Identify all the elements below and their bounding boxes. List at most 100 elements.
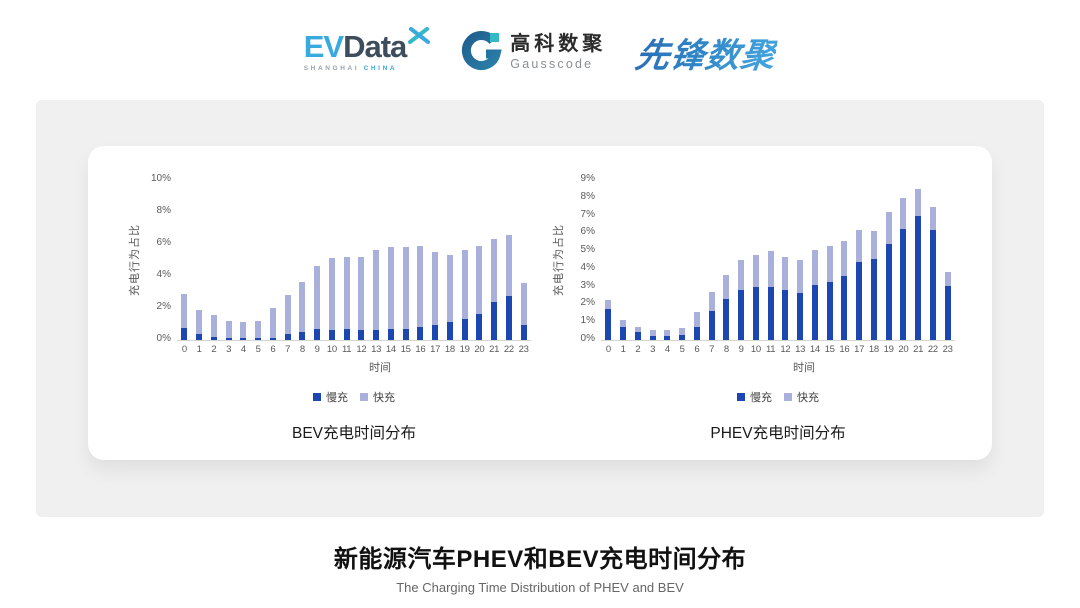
bar-column <box>354 180 369 340</box>
legend-label: 慢充 <box>750 392 772 404</box>
legend-item: 快充 <box>360 389 395 405</box>
bar-column <box>719 180 734 340</box>
slow-charge-segment <box>387 328 394 340</box>
x-tick-label: 0 <box>181 344 187 355</box>
fast-charge-segment <box>826 245 833 283</box>
stacked-bar <box>358 256 365 340</box>
chart-bev: 充电行为占比 0% 2% 4% 6% 8% 10% 0 1 2 3 4 5 6 7 8 9 10 11 12 13 14 1… <box>125 174 531 460</box>
x-tick-label: 13 <box>795 344 806 355</box>
stacked-bar <box>708 292 715 340</box>
bar-column <box>192 180 207 340</box>
bar-column <box>177 180 192 340</box>
bar-column <box>645 180 660 340</box>
bar-column <box>384 180 399 340</box>
bar-column <box>690 180 705 340</box>
fast-charge-segment <box>693 311 700 327</box>
y-axis-title: 充电行为占比 <box>549 180 567 340</box>
stacked-bar <box>210 315 217 340</box>
x-tick-label: 20 <box>898 344 909 355</box>
fast-charge-segment <box>929 206 936 230</box>
slow-charge-segment <box>461 319 468 340</box>
stacked-bar <box>299 282 306 340</box>
slow-charge-segment <box>900 228 907 340</box>
bar-column <box>911 180 926 340</box>
fast-charge-segment <box>284 295 291 335</box>
stacked-bar <box>664 330 671 340</box>
x-tick-labels: 0 1 2 3 4 5 6 7 8 9 10 11 12 13 14 15 16 17 18 19 20 21 22 23 <box>177 344 531 355</box>
bar-column <box>310 180 325 340</box>
stacked-bar <box>634 326 641 340</box>
x-tick-label: 10 <box>750 344 761 355</box>
plot-area: 0 1 2 3 4 5 6 7 8 9 10 11 12 13 14 15 16 17 18 19 20 21 22 23 时间 <box>177 180 531 375</box>
bar-column <box>266 180 281 340</box>
x-tick-label: 9 <box>738 344 744 355</box>
x-axis-title: 时间 <box>793 362 815 374</box>
slow-charge-segment <box>328 329 335 340</box>
y-tick-label: 8% <box>156 205 171 216</box>
legend-label: 快充 <box>797 392 819 404</box>
stacked-bar <box>797 260 804 340</box>
bar-column <box>369 180 384 340</box>
x-tick-label: 9 <box>314 344 320 355</box>
fast-charge-segment <box>738 260 745 291</box>
x-tick-label: 20 <box>474 344 485 355</box>
bar-column <box>867 180 882 340</box>
bar-column <box>616 180 631 340</box>
legend-item: 慢充 <box>313 389 348 405</box>
bar-column <box>251 180 266 340</box>
chart-card: 充电行为占比 0% 2% 4% 6% 8% 10% 0 1 2 3 4 5 6 7 8 9 10 11 12 13 14 1… <box>88 146 992 460</box>
evdata-logo-data: Data <box>343 29 407 65</box>
slow-charge-segment <box>929 229 936 340</box>
fast-charge-segment <box>649 330 656 336</box>
x-tick-label: 12 <box>356 344 367 355</box>
footer-title-block: 新能源汽车PHEV和BEV充电时间分布 The Charging Time Di… <box>0 539 1080 595</box>
page-title: 新能源汽车PHEV和BEV充电时间分布 <box>333 546 747 573</box>
x-tick-label: 6 <box>694 344 700 355</box>
stacked-bar <box>915 188 922 340</box>
legend-label: 快充 <box>373 392 395 404</box>
x-tick-label: 18 <box>444 344 455 355</box>
chart-title: PHEV充电时间分布 <box>710 425 846 442</box>
x-tick-label: 10 <box>326 344 337 355</box>
stacked-bar <box>782 257 789 340</box>
slow-charge-segment <box>944 285 951 340</box>
bar-column <box>778 180 793 340</box>
fast-charge-segment <box>328 257 335 330</box>
stacked-bar <box>373 249 380 340</box>
fast-charge-segment <box>900 197 907 229</box>
slow-charge-segment <box>255 338 262 340</box>
legend-item: 快充 <box>784 389 819 405</box>
gausscode-logo: 高科数聚 Gausscode <box>460 31 606 73</box>
stacked-bar <box>944 272 951 340</box>
stacked-bar <box>723 275 730 340</box>
slow-charge-segment <box>885 244 892 340</box>
x-tick-label: 23 <box>518 344 529 355</box>
stacked-bar <box>314 266 321 340</box>
fast-charge-segment <box>476 245 483 315</box>
bar-column <box>734 180 749 340</box>
bar-column <box>793 180 808 340</box>
slow-charge-segment <box>679 334 686 340</box>
fast-charge-segment <box>225 320 232 339</box>
fast-charge-segment <box>432 252 439 325</box>
stacked-bar <box>432 252 439 340</box>
slow-charge-segment <box>343 328 350 340</box>
chart-main: 充电行为占比 0% 1% 2% 3% 4% 5% 6% 7% 8% 9% 0 1 2 3 4 5 6 7 8 9 10 11… <box>549 174 955 375</box>
legend-swatch <box>313 393 321 401</box>
stacked-bar <box>240 322 247 340</box>
legend-swatch <box>784 393 792 401</box>
slow-charge-segment <box>284 334 291 340</box>
x-tick-label: 22 <box>927 344 938 355</box>
fast-charge-segment <box>856 229 863 262</box>
fast-charge-segment <box>634 326 641 332</box>
stacked-bar <box>491 239 498 340</box>
bar-column <box>660 180 675 340</box>
y-tick-label: 5% <box>580 244 595 256</box>
gausscode-en-text: Gausscode <box>510 56 594 71</box>
stacked-bar <box>841 241 848 340</box>
bar-column <box>487 180 502 340</box>
stacked-bar <box>328 257 335 340</box>
fast-charge-segment <box>520 283 527 325</box>
stacked-bar <box>826 245 833 340</box>
gausscode-cn-text: 高科数聚 <box>510 32 607 55</box>
